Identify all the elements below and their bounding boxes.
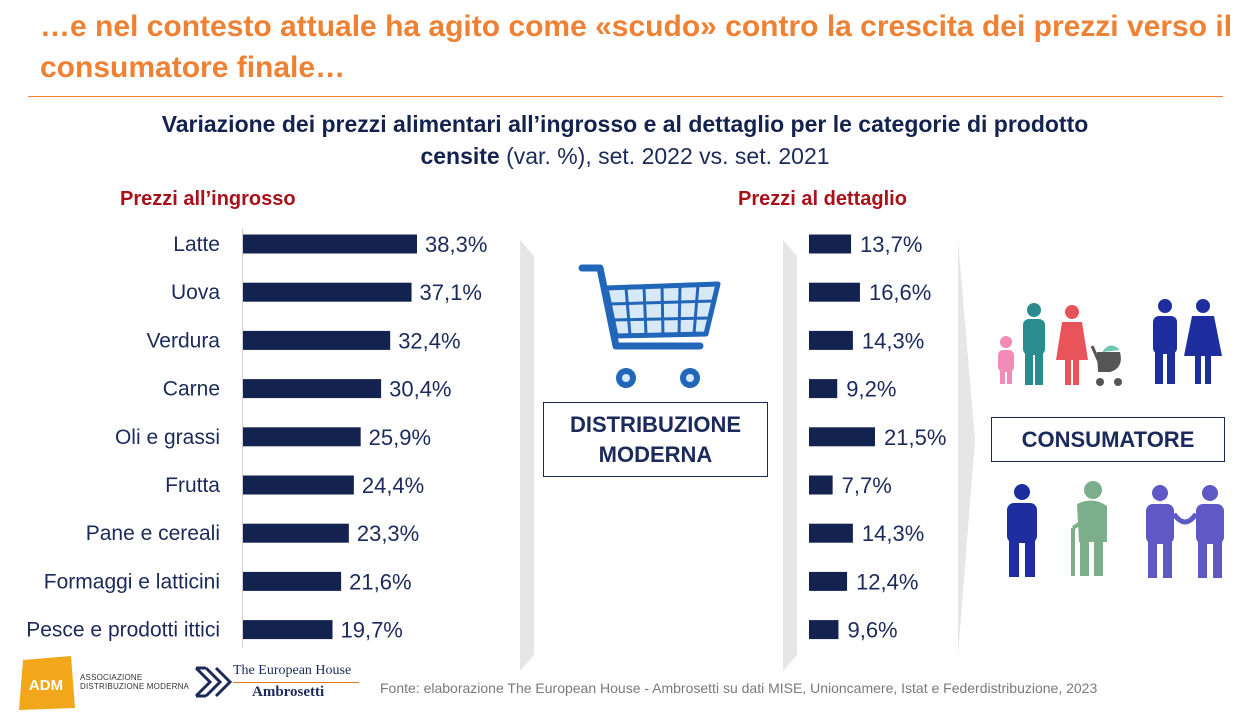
wholesale-category-label: Latte [173,233,220,256]
retail-bar [809,330,853,350]
wholesale-category-label: Verdura [146,329,220,352]
headline-divider [28,96,1223,97]
retail-title: Prezzi al dettaglio [738,188,907,210]
retail-value-label: 14,3% [862,521,924,546]
wholesale-category-label: Carne [163,378,220,401]
wholesale-category-label: Uova [171,281,220,304]
wholesale-value-label: 38,3% [425,232,487,257]
wholesale-bar [243,523,349,543]
wholesale-title: Prezzi all’ingrosso [120,188,296,210]
retail-value-label: 9,6% [847,618,897,643]
wholesale-category-label: Pesce e prodotti ittici [26,619,220,642]
adm-line1: ASSOCIAZIONE [80,673,143,682]
couple-icon [1153,299,1222,384]
distribuzione-line1: DISTRIBUZIONE [569,411,742,437]
wholesale-bar [243,571,342,591]
wholesale-bar [243,620,333,640]
shopping-cart-icon [578,264,721,388]
wholesale-category-label: Frutta [165,474,220,497]
european-house-divider [233,682,359,683]
man-icon [1007,484,1037,577]
wholesale-bar [243,379,382,399]
wholesale-category-label: Oli e grassi [115,426,220,449]
retail-value-label: 16,6% [869,280,931,305]
adm-line2: DISTRIBUZIONE MODERNA [80,682,190,691]
consumatore-box: CONSUMATORE [991,417,1225,462]
european-house-name: The European House [233,663,352,678]
flow-arrow-2 [783,240,797,671]
retail-bar [809,282,860,302]
retail-bar [809,523,853,543]
adm-mark: ADM [29,677,63,694]
distribuzione-line2: MODERNA [598,441,713,467]
wholesale-bar [243,234,417,254]
wholesale-value-label: 30,4% [389,377,451,402]
wholesale-value-label: 25,9% [369,425,431,450]
chart-subtitle: Variazione dei prezzi alimentari all’ing… [120,108,1130,172]
retail-bar [809,427,875,447]
wholesale-value-label: 37,1% [420,280,482,305]
retail-bar [809,620,839,640]
ambrosetti-name: Ambrosetti [252,684,325,700]
retail-bar [809,571,848,591]
source-note: Fonte: elaborazione The European House -… [380,680,1098,696]
flow-arrow-3 [958,240,975,655]
wholesale-value-label: 32,4% [398,328,460,353]
adm-logo-icon: ADM [19,656,75,710]
retail-bar [809,234,852,254]
wholesale-bar [243,330,391,350]
retail-value-label: 21,5% [884,425,946,450]
retail-value-label: 12,4% [856,569,918,594]
wholesale-bar [243,427,361,447]
wholesale-bar [243,475,354,495]
retail-value-label: 14,3% [862,328,924,353]
page-headline: …e nel contesto attuale ha agito come «s… [40,10,1233,84]
flow-arrow-1 [520,240,534,671]
family-icon [998,303,1122,386]
elderly-couple-icon [1146,485,1224,578]
wholesale-category-label: Formaggi e latticini [44,570,220,593]
elderly-person-icon [1071,481,1107,576]
retail-value-label: 7,7% [842,473,892,498]
wholesale-value-label: 21,6% [349,569,411,594]
wholesale-value-label: 23,3% [357,521,419,546]
subtitle-normal: (var. %), set. 2022 vs. set. 2021 [499,143,830,169]
retail-bar [809,379,838,399]
wholesale-bar [243,282,412,302]
retail-value-label: 13,7% [860,232,922,257]
retail-value-label: 9,2% [846,377,896,402]
retail-bar [809,475,833,495]
adm-logo-text: ASSOCIAZIONE DISTRIBUZIONE MODERNA [80,673,189,691]
european-house-logo-icon [194,666,232,698]
wholesale-value-label: 24,4% [362,473,424,498]
wholesale-value-label: 19,7% [340,618,402,643]
subtitle-bold: Variazione dei prezzi alimentari all’ing… [161,111,1089,169]
distribuzione-moderna-box: DISTRIBUZIONE MODERNA [543,402,768,477]
wholesale-category-label: Pane e cereali [86,522,220,545]
